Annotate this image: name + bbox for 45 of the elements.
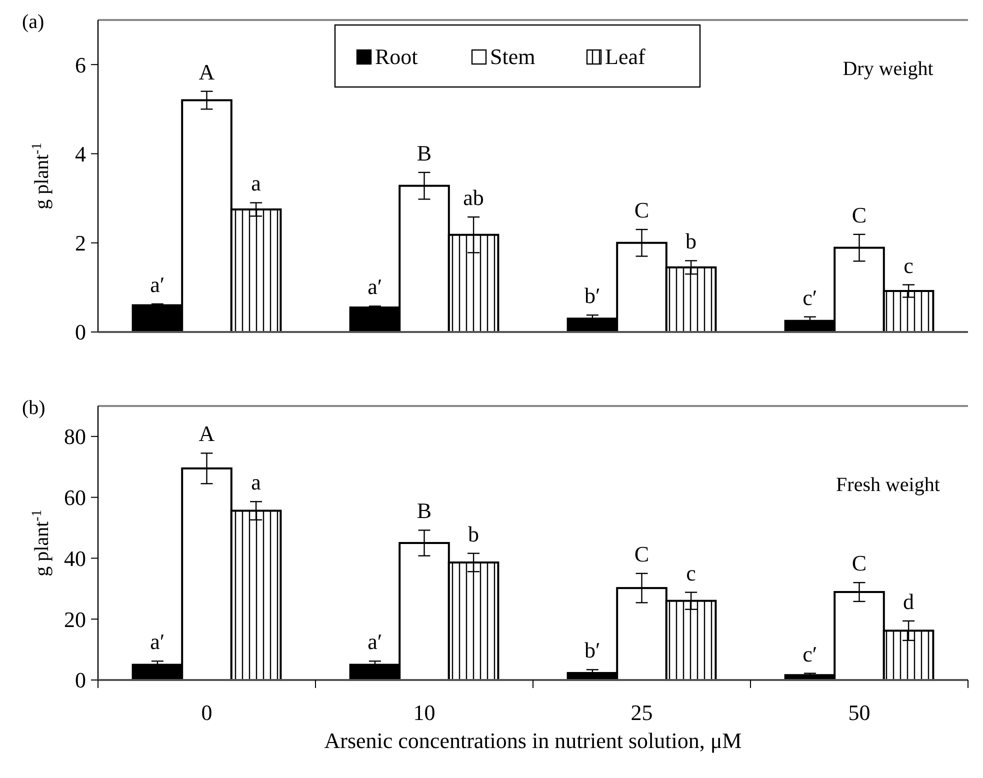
y-tick-label: 0 [75, 320, 86, 345]
y-tick-label: 0 [75, 668, 86, 693]
data-label: a′ [368, 274, 382, 300]
data-label: b [468, 521, 480, 546]
y-tick-label: 60 [64, 485, 86, 510]
x-tick-label: 10 [413, 700, 436, 725]
x-tick-label: 25 [630, 700, 653, 725]
data-label: C [634, 197, 650, 222]
legend-label: Root [375, 44, 418, 69]
data-label: c [904, 252, 914, 278]
data-label: a′ [150, 629, 165, 654]
data-label: C [852, 550, 867, 576]
data-label: b′ [584, 283, 600, 308]
legend-label: Stem [490, 44, 536, 69]
chart-title: (a) [22, 11, 44, 33]
y-tick-label: 4 [75, 141, 86, 166]
x-tick-label: 50 [848, 700, 870, 725]
data-label: c′ [802, 641, 818, 666]
data-label: ab [463, 185, 484, 210]
data-label: a [251, 170, 262, 196]
x-tick-label: 0 [201, 700, 212, 725]
data-label: a′ [150, 272, 165, 297]
data-label: b′ [584, 638, 600, 663]
annotation: Fresh weight [836, 474, 940, 496]
y-tick-label: 6 [75, 52, 86, 78]
annotation: Dry weight [842, 58, 934, 80]
data-label: C [852, 202, 867, 228]
y-tick-label: 80 [64, 424, 86, 450]
y-tick-label: 2 [75, 230, 86, 256]
data-label: d [903, 588, 914, 614]
x-axis-title: Arsenic concentrations in nutrient solution, μM [324, 728, 742, 753]
data-label: A [198, 59, 215, 84]
data-label: a′ [368, 629, 382, 654]
data-label: b [686, 228, 697, 254]
data-label: B [416, 498, 432, 524]
y-tick-label: 20 [64, 606, 86, 632]
data-label: C [634, 541, 650, 566]
legend-label: Leaf [605, 44, 646, 69]
data-label: c [686, 560, 696, 586]
y-tick-label: 40 [64, 546, 86, 571]
data-label: A [198, 421, 215, 446]
data-label: c′ [802, 284, 818, 310]
data-label: a [251, 470, 262, 495]
data-label: B [416, 140, 432, 166]
chart-title: (b) [22, 397, 46, 419]
